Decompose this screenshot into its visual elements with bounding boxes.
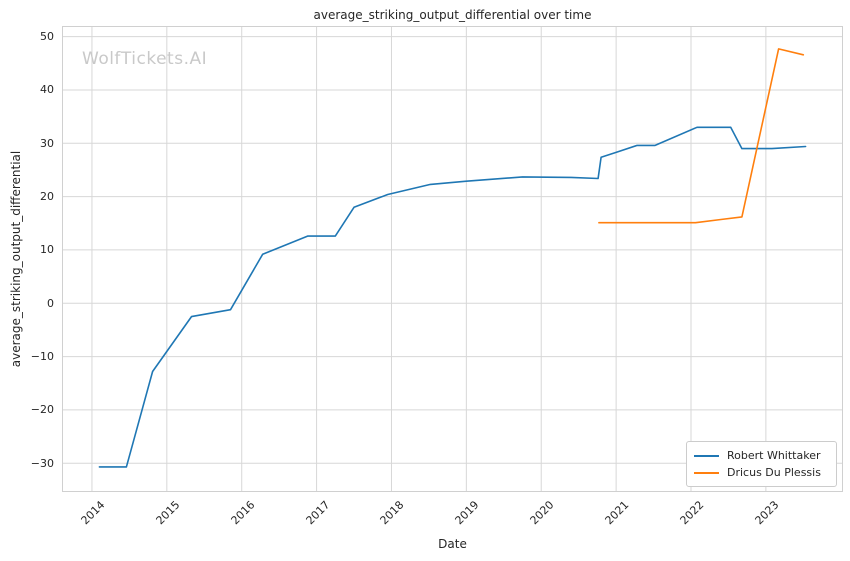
chart-title: average_striking_output_differential ove… [313, 8, 592, 22]
y-tick-label: −20 [30, 403, 54, 417]
legend-label: Dricus Du Plessis [727, 466, 821, 479]
legend-item: Dricus Du Plessis [694, 464, 828, 481]
legend: Robert Whittaker Dricus Du Plessis [686, 441, 837, 487]
y-tick-label: 30 [40, 136, 54, 150]
y-tick-label: 50 [40, 30, 54, 44]
legend-line-swatch [694, 454, 719, 457]
watermark: WolfTickets.AI [82, 49, 208, 69]
y-tick-label: 10 [40, 243, 54, 257]
series-line-1 [598, 48, 805, 224]
legend-item: Robert Whittaker [694, 447, 828, 464]
y-tick-label: 40 [40, 83, 54, 97]
x-axis-label: Date [438, 537, 467, 551]
legend-label: Robert Whittaker [727, 449, 821, 462]
y-tick-label: −10 [30, 350, 54, 364]
y-gridlines [62, 36, 843, 464]
y-tick-label: 0 [47, 296, 54, 310]
series-line-0 [98, 126, 807, 468]
y-axis-label: average_striking_output_differential [9, 150, 23, 368]
x-gridlines [91, 26, 767, 492]
y-tick-label: 20 [40, 190, 54, 204]
legend-line-swatch [694, 471, 719, 474]
y-tick-label: −30 [30, 456, 54, 470]
plot-border [62, 26, 843, 492]
